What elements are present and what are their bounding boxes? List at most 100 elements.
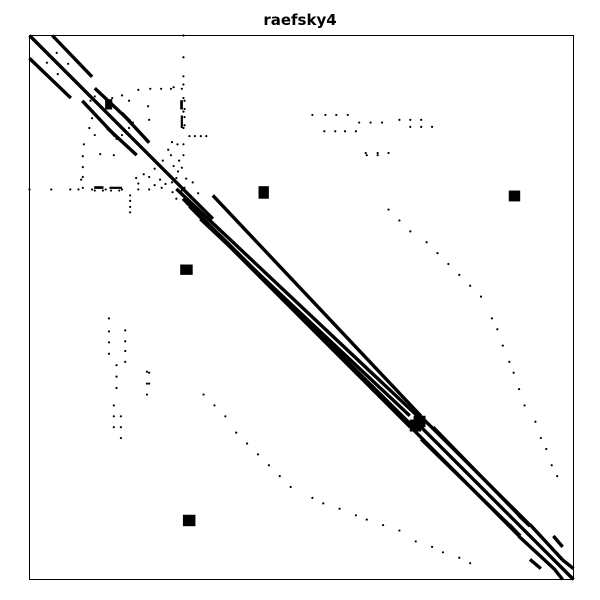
nonzero-point-179 [442,551,444,553]
nonzero-point-83 [188,135,190,137]
nonzero-point-178 [540,437,542,439]
nonzero-point-106 [108,353,110,355]
nonzero-point-31 [57,73,59,75]
nonzero-point-184 [556,475,558,477]
nonzero-point-9 [182,75,184,77]
nonzero-point-119 [124,350,126,352]
nonzero-point-84 [194,135,196,137]
nonzero-point-94 [181,88,183,90]
nonzero-point-96 [82,166,84,168]
nonzero-point-55 [177,170,179,172]
nonzero-point-54 [164,183,166,185]
nonzero-point-36 [115,138,117,140]
nonzero-point-124 [146,371,148,373]
nonzero-point-102 [347,114,349,116]
nonzero-point-99 [311,114,313,116]
nonzero-point-141 [148,372,150,374]
nonzero-point-122 [377,152,379,154]
nonzero-point-134 [420,126,422,128]
nonzero-point-116 [355,130,357,132]
nonzero-point-156 [458,274,460,276]
nonzero-point-172 [518,388,520,390]
nonzero-point-169 [366,519,368,521]
nonzero-point-154 [447,263,449,265]
nonzero-point-34 [113,154,115,156]
nonzero-point-49 [170,154,172,156]
nonzero-point-85 [200,135,202,137]
nonzero-point-75 [183,100,185,102]
nonzero-point-73 [181,189,183,191]
nonzero-point-32 [83,143,85,145]
nonzero-point-135 [431,126,433,128]
nonzero-point-110 [115,364,117,366]
nonzero-point-1 [111,97,113,99]
nonzero-point-115 [344,130,346,132]
nonzero-point-5 [50,188,52,190]
nonzero-point-173 [398,529,400,531]
nonzero-point-52 [181,167,183,169]
nonzero-point-81 [110,189,112,191]
nonzero-point-147 [224,415,226,417]
nonzero-point-69 [185,177,187,179]
nonzero-point-48 [148,176,150,178]
nonzero-point-140 [377,154,379,156]
nonzero-point-76 [183,108,185,110]
nonzero-point-80 [102,189,104,191]
nonzero-point-152 [436,252,438,254]
nonzero-point-39 [140,132,142,134]
nonzero-point-92 [160,88,162,90]
nonzero-point-171 [382,524,384,526]
nonzero-point-43 [162,160,164,162]
nonzero-point-66 [176,143,178,145]
nonzero-point-127 [398,119,400,121]
nonzero-point-155 [268,464,270,466]
dense-block-0 [509,191,520,202]
nonzero-point-79 [94,189,96,191]
nonzero-point-8 [182,56,184,58]
nonzero-point-56 [175,177,177,179]
nonzero-point-89 [129,206,131,208]
nonzero-point-87 [129,194,131,196]
nonzero-point-51 [135,177,137,179]
dense-block-7 [109,99,112,103]
nonzero-point-176 [534,421,536,423]
nonzero-point-47 [143,173,145,175]
nonzero-point-175 [415,540,417,542]
nonzero-point-63 [178,160,180,162]
nonzero-point-149 [235,432,237,434]
nonzero-point-111 [115,375,117,377]
nonzero-point-129 [420,119,422,121]
nonzero-point-168 [508,361,510,363]
nonzero-point-14 [182,111,184,113]
nonzero-point-137 [120,426,122,428]
nonzero-point-128 [409,119,411,121]
nonzero-point-3 [91,117,93,119]
dense-block-5 [180,265,193,275]
nonzero-point-114 [334,130,336,132]
nonzero-point-181 [458,557,460,559]
nonzero-point-19 [197,192,199,194]
nonzero-point-33 [137,89,139,91]
nonzero-point-132 [113,426,115,428]
nonzero-point-12 [121,188,123,190]
nonzero-point-71 [192,181,194,183]
nonzero-point-143 [202,393,204,395]
nonzero-point-11 [105,188,107,190]
nonzero-point-40 [99,153,101,155]
nonzero-point-16 [182,154,184,156]
nonzero-point-142 [148,383,150,385]
dense-block-3 [410,420,421,432]
nonzero-point-160 [480,296,482,298]
nonzero-point-101 [335,114,337,116]
nonzero-point-50 [171,141,173,143]
nonzero-point-158 [469,285,471,287]
nonzero-point-25 [94,134,96,136]
nonzero-point-159 [290,486,292,488]
nonzero-point-151 [246,442,248,444]
nonzero-point-136 [120,415,122,417]
nonzero-point-88 [129,200,131,202]
nonzero-point-90 [129,211,131,213]
nonzero-point-91 [149,88,151,90]
nonzero-point-133 [409,126,411,128]
